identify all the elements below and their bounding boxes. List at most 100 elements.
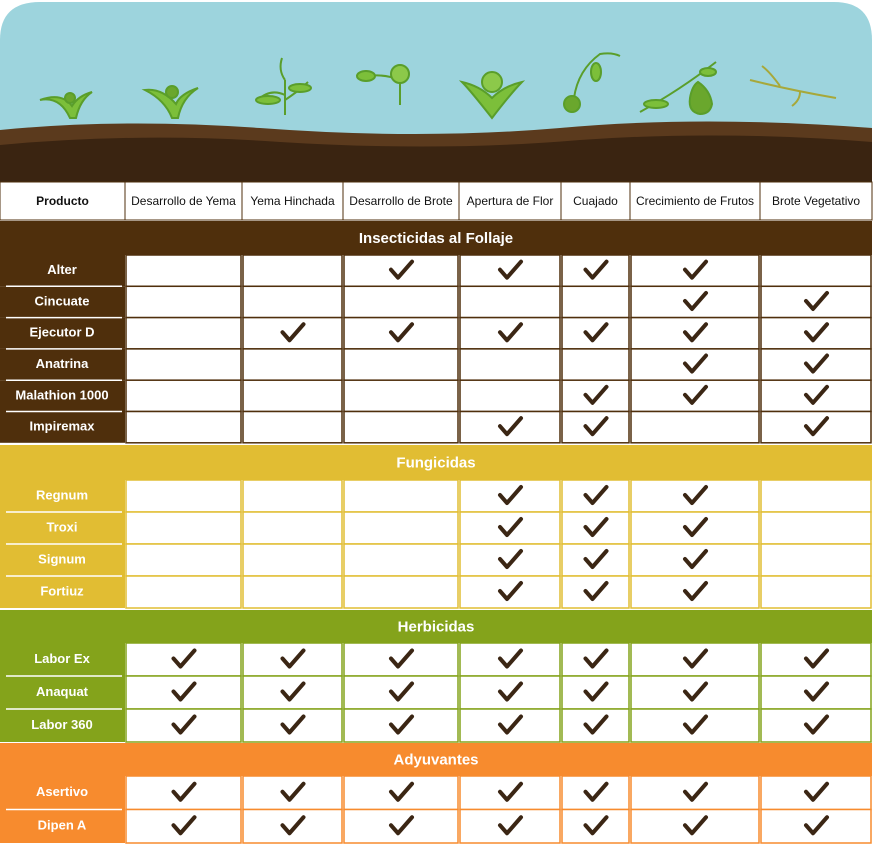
section-header [0,610,872,643]
check-mark [583,581,609,601]
check-mark [683,681,708,702]
cell [242,285,343,319]
cell [760,775,872,811]
cell [125,675,242,710]
cell [459,285,561,319]
cell [760,410,872,444]
row-label-cell [0,809,125,843]
check-mark [171,714,197,735]
cell [459,708,561,743]
check-mark [583,681,609,702]
row-label: Dipen A [38,818,87,833]
cell [630,254,760,288]
cell [125,410,242,444]
check-mark [804,648,829,669]
section-header [0,221,872,255]
cell [125,316,242,350]
cell [343,348,459,381]
cell [561,808,630,844]
cell [242,575,343,609]
section-title: Fungicidas [396,454,475,471]
row-label: Malathion 1000 [15,387,108,402]
cell [242,511,343,545]
row-label-cell [0,512,125,544]
row-label-cell [0,480,125,512]
cell [760,543,872,577]
cell [125,808,242,844]
check-mark [171,681,197,702]
cell [459,479,561,513]
row-label-cell [0,286,125,318]
row-label-cell [0,676,125,709]
cell [459,543,561,577]
cell [561,410,630,444]
cell [459,348,561,381]
check-mark [583,485,609,505]
cell [459,775,561,811]
check-mark [583,714,609,735]
cell [242,348,343,381]
check-mark [389,714,414,735]
cell [760,511,872,545]
check-mark [583,384,609,405]
check-mark [389,259,414,280]
check-mark [389,648,414,669]
row-label: Regnum [36,487,88,502]
cell [125,348,242,381]
cell [343,808,459,844]
column-header: Desarrollo de Yema [131,194,236,208]
cell [630,808,760,844]
cell [343,775,459,811]
row-label: Fortiuz [40,583,84,598]
check-mark [583,259,609,280]
cell [242,808,343,844]
cell [630,511,760,545]
check-mark [683,581,708,601]
cell [459,511,561,545]
cell [343,316,459,350]
check-mark [683,485,708,505]
cell [459,575,561,609]
cell [343,675,459,710]
column-header: Crecimiento de Frutos [636,194,754,208]
check-mark [171,648,197,669]
cell [459,675,561,710]
check-mark [804,815,829,836]
cell [125,642,242,677]
check-mark [683,714,708,735]
cell [561,348,630,381]
cell [459,316,561,350]
cell [125,511,242,545]
check-mark [498,485,523,505]
column-header: Yema Hinchada [250,194,335,208]
cell [459,808,561,844]
check-mark [583,815,609,836]
column-header: Apertura de Flor [467,194,554,208]
cell [561,775,630,811]
cell [561,543,630,577]
check-mark [804,416,829,437]
cell [242,410,343,444]
cell [760,316,872,350]
row-label: Signum [38,551,86,566]
section-title: Herbicidas [398,618,475,635]
check-mark [804,714,829,735]
check-mark [683,549,708,569]
cell [125,708,242,743]
cell [630,348,760,381]
check-mark [498,259,523,280]
cell [630,708,760,743]
row-label: Asertivo [36,784,88,799]
row-label: Anatrina [36,356,90,371]
cell [760,675,872,710]
cell [630,410,760,444]
cell [125,285,242,319]
check-mark [171,781,197,802]
row-label-cell [0,643,125,676]
cell [630,675,760,710]
cell [343,642,459,677]
check-mark [683,648,708,669]
cell [343,285,459,319]
cell [343,410,459,444]
check-mark [498,648,523,669]
